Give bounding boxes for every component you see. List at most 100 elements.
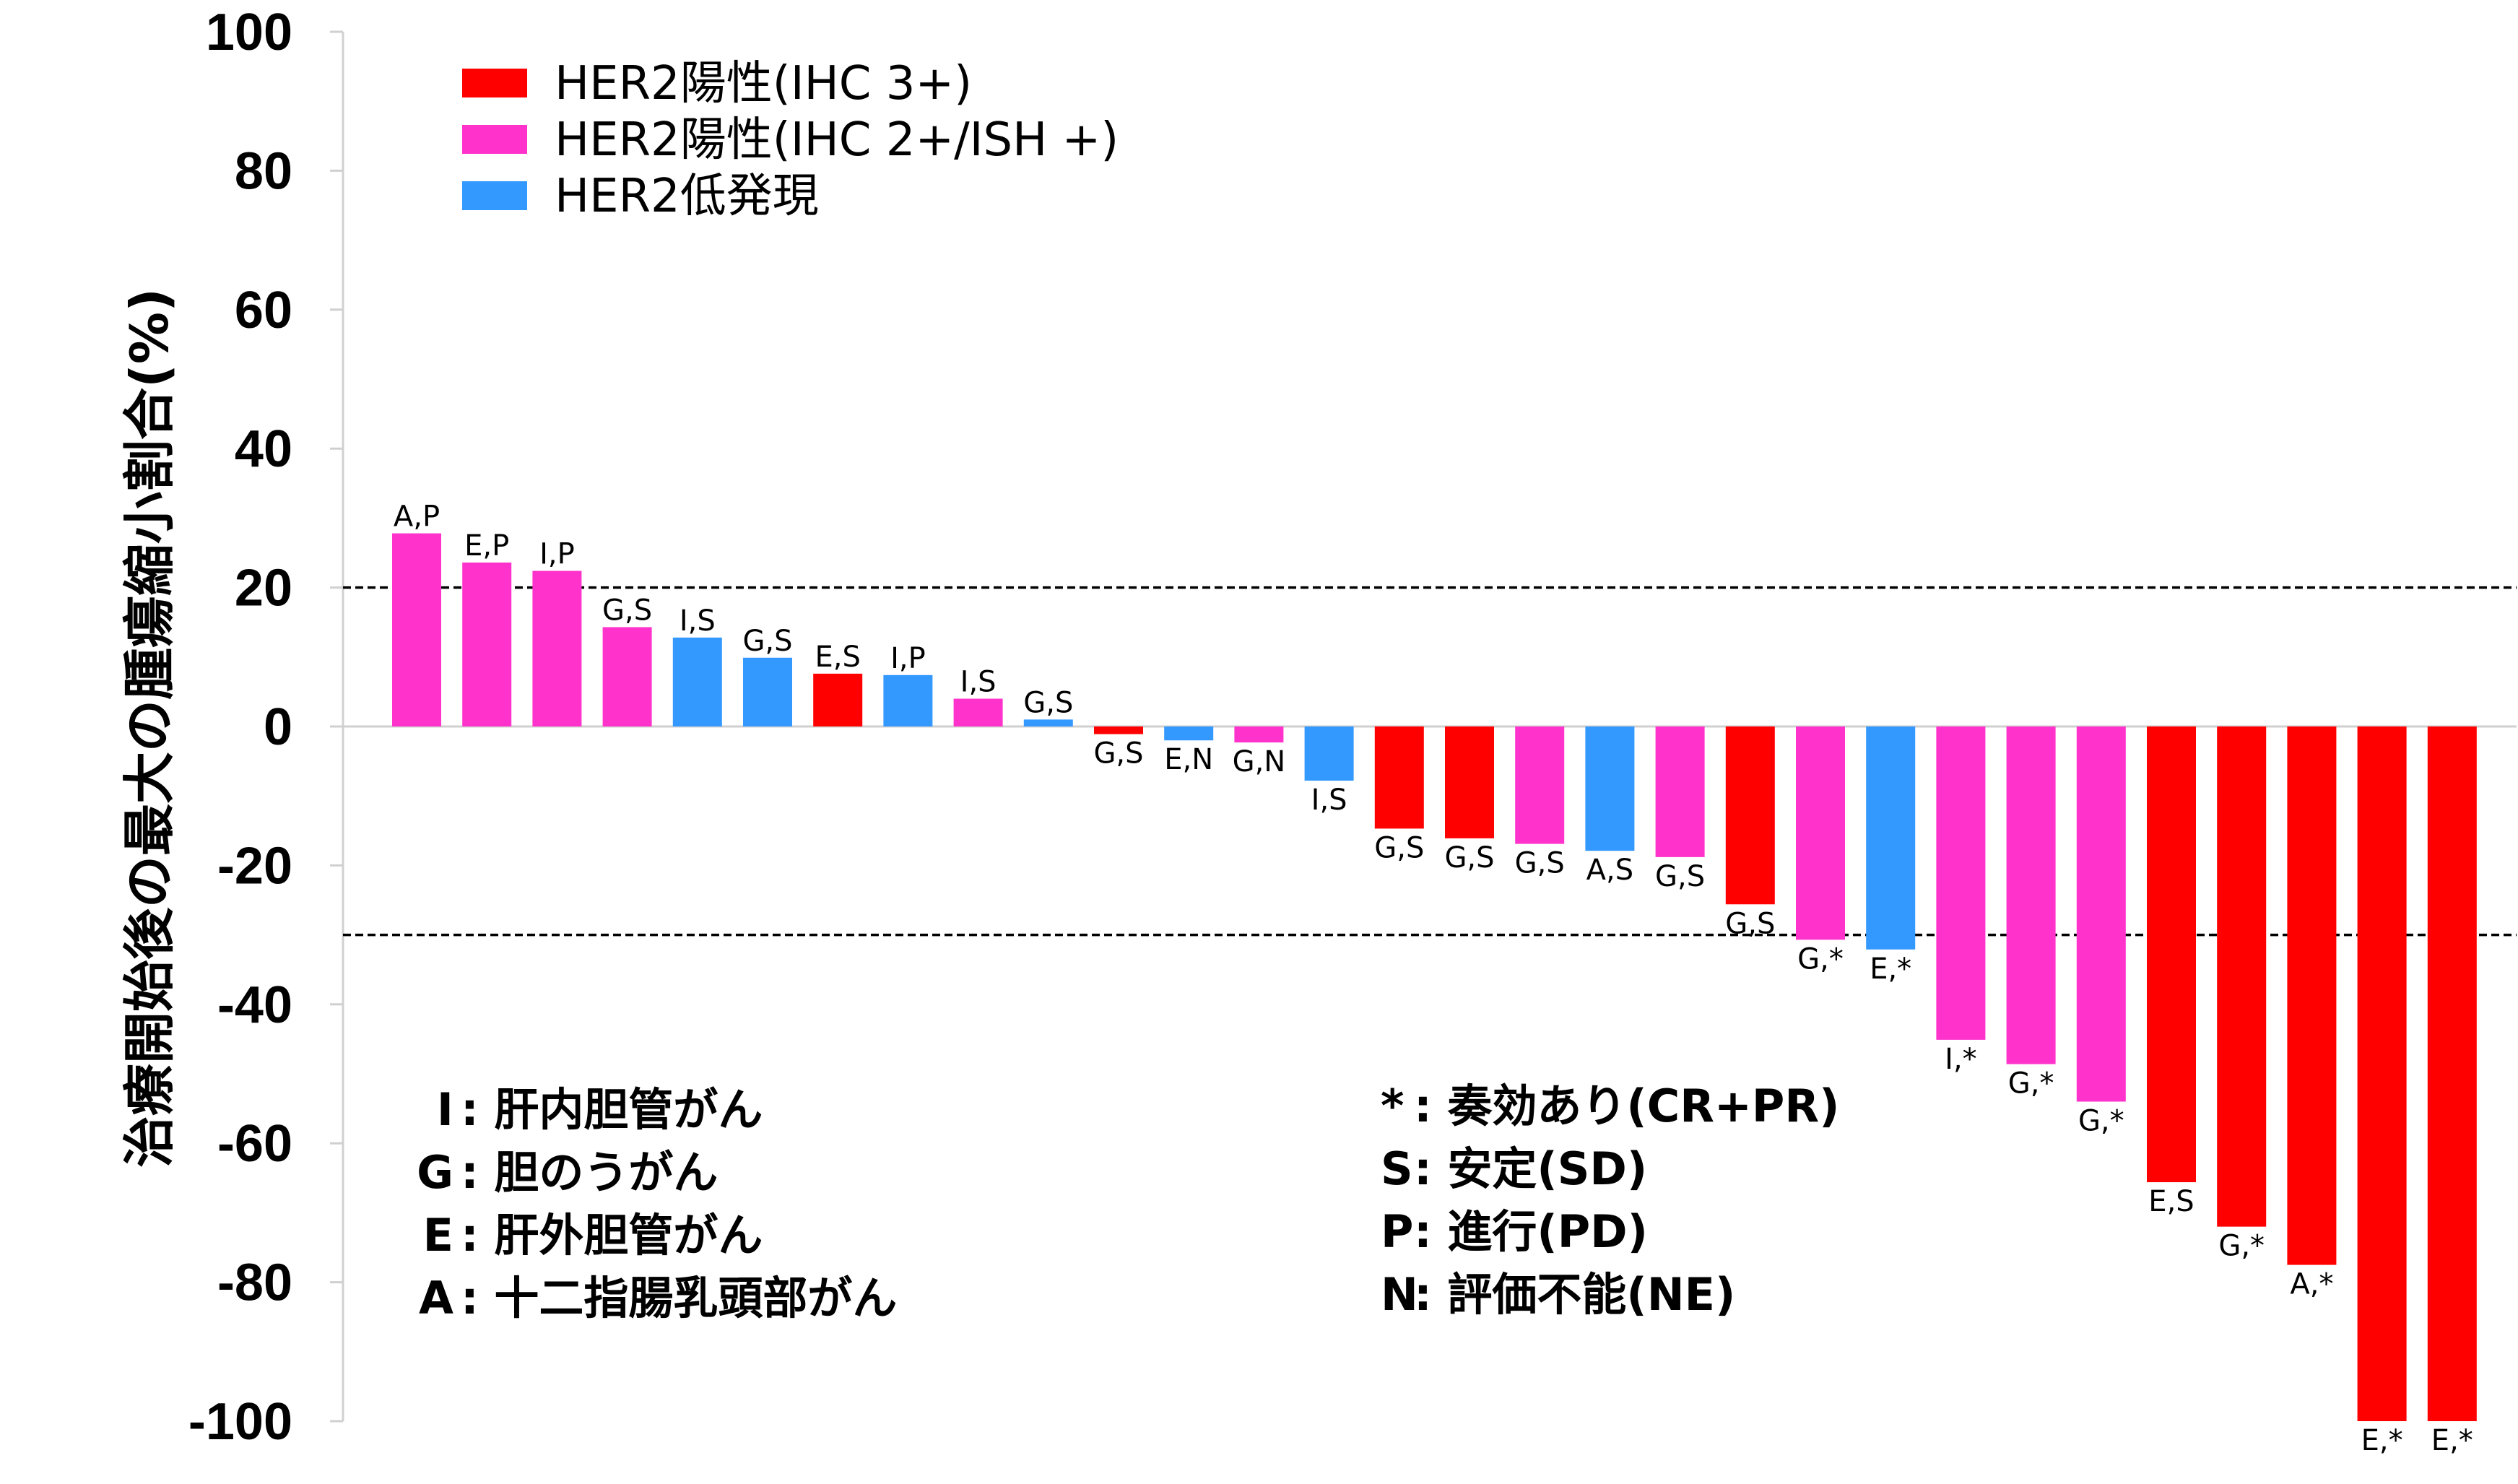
site-key-text: : 十二指腸乳頭部がん	[461, 1272, 897, 1324]
legend-label: HER2陽性(IHC 2+/ISH +)	[555, 113, 1119, 167]
bar-label: I,*	[1945, 1043, 1977, 1076]
site-key-text: : 肝外胆管がん	[461, 1209, 763, 1262]
bar-label: G,S	[742, 625, 792, 658]
bar	[2357, 726, 2407, 1421]
bar	[1094, 726, 1143, 734]
bar-label: G,S	[602, 594, 652, 627]
response-key-text: : 評価不能(NE)	[1414, 1268, 1735, 1321]
legend-swatch	[462, 125, 527, 154]
bar	[743, 657, 792, 726]
legend: HER2陽性(IHC 3+)HER2陽性(IHC 2+/ISH +)HER2低発…	[462, 57, 1119, 223]
bars	[392, 533, 2477, 1421]
bar	[1515, 726, 1565, 844]
bar	[2427, 726, 2477, 1421]
bar	[1023, 719, 1073, 726]
bar-label: G,S	[1725, 907, 1775, 940]
bar-labels: A,P E,P I,P G,S I,S G,S E,S I,P I,S G,S G,S E,N G,N I…	[394, 500, 2473, 1457]
bar-label: A,*	[2290, 1268, 2333, 1301]
response-key-code: *	[1381, 1080, 1404, 1132]
bar-label: G,*	[2218, 1230, 2265, 1263]
bar	[2147, 726, 2196, 1183]
bar	[2076, 726, 2126, 1102]
response-key-text: : 安定(SD)	[1414, 1142, 1647, 1195]
site-key-code: A	[419, 1272, 453, 1324]
response-key-code: S	[1381, 1142, 1413, 1195]
y-tick-label: -40	[217, 976, 292, 1034]
bar	[1936, 726, 1986, 1040]
bar	[2287, 726, 2337, 1265]
bar	[1655, 726, 1705, 857]
y-tick-label: 0	[264, 698, 292, 756]
site-key-text: : 胆のうがん	[461, 1146, 718, 1199]
bar	[1304, 726, 1354, 781]
bar-label: G,*	[1797, 942, 1844, 976]
bar	[2006, 726, 2056, 1064]
bar-label: E,*	[2431, 1424, 2473, 1457]
bar-label: G,S	[1093, 737, 1143, 771]
bar-label: A,S	[1586, 854, 1633, 887]
legend-label: HER2低発現	[555, 170, 819, 223]
bar-label: I,S	[960, 666, 997, 699]
bar	[813, 673, 863, 726]
legend-label: HER2陽性(IHC 3+)	[555, 57, 972, 110]
bar	[1164, 726, 1214, 741]
site-key-text: : 肝内胆管がん	[461, 1083, 763, 1136]
y-tick-label: 80	[235, 142, 292, 200]
bar	[2217, 726, 2267, 1227]
bar-label: G,*	[2078, 1104, 2124, 1137]
bar-label: E,*	[1870, 953, 1911, 986]
bar	[953, 698, 1003, 726]
bar	[1234, 726, 1284, 743]
bar-label: G,S	[1655, 860, 1705, 893]
bar-label: G,S	[1023, 686, 1073, 719]
bar-label: I,S	[680, 604, 716, 638]
bar	[392, 533, 441, 726]
bar-label: E,P	[464, 529, 509, 563]
bar-label: I,P	[539, 538, 575, 571]
y-tick-label: 20	[235, 560, 292, 617]
y-tick-label: 40	[235, 420, 292, 478]
y-tick-label: -60	[217, 1115, 292, 1173]
site-key-code: E	[423, 1209, 453, 1262]
bar-label: I,P	[890, 642, 926, 675]
bar-label: A,P	[394, 500, 440, 534]
bar-label: I,S	[1311, 784, 1347, 817]
bar	[883, 674, 933, 726]
y-axis-title: 治療開始後の最大の腫瘍縮小割合(%)	[119, 288, 180, 1168]
bar	[532, 570, 582, 726]
bar-label: E,S	[2148, 1185, 2194, 1218]
bar-label: G,N	[1233, 745, 1286, 778]
bar-label: G,*	[2008, 1067, 2054, 1101]
bar	[1374, 726, 1424, 829]
bar-label: G,S	[1515, 847, 1565, 880]
bar-label: E,N	[1164, 743, 1213, 776]
bar	[462, 562, 512, 726]
response-key-text: : 進行(PD)	[1414, 1205, 1648, 1258]
y-tick-label: -20	[217, 837, 292, 895]
bar-label: E,S	[815, 641, 861, 674]
response-key: * : 奏効あり(CR+PR)S: 安定(SD)P: 進行(PD) N: 評価不能…	[1381, 1080, 1839, 1321]
response-key-text: : 奏効あり(CR+PR)	[1414, 1080, 1839, 1132]
bar	[1796, 726, 1845, 940]
legend-swatch	[462, 69, 527, 97]
response-key-code: P	[1381, 1205, 1413, 1258]
y-tick-label: -100	[188, 1393, 292, 1451]
bar	[602, 627, 652, 726]
bar	[1585, 726, 1635, 851]
site-key-code: G	[417, 1146, 453, 1199]
bar-label: G,S	[1444, 841, 1494, 875]
legend-swatch	[462, 181, 527, 210]
site-key-code: I	[437, 1083, 453, 1136]
y-tick-label: 60	[235, 282, 292, 339]
y-tick-label: 100	[206, 4, 292, 61]
bar-label: E,*	[2361, 1424, 2403, 1457]
bar	[672, 637, 722, 726]
bar-label: G,S	[1374, 831, 1424, 864]
bar	[1445, 726, 1494, 838]
response-key-code: N	[1381, 1268, 1418, 1321]
bar	[1725, 726, 1775, 905]
y-tick-label: -80	[217, 1254, 292, 1312]
